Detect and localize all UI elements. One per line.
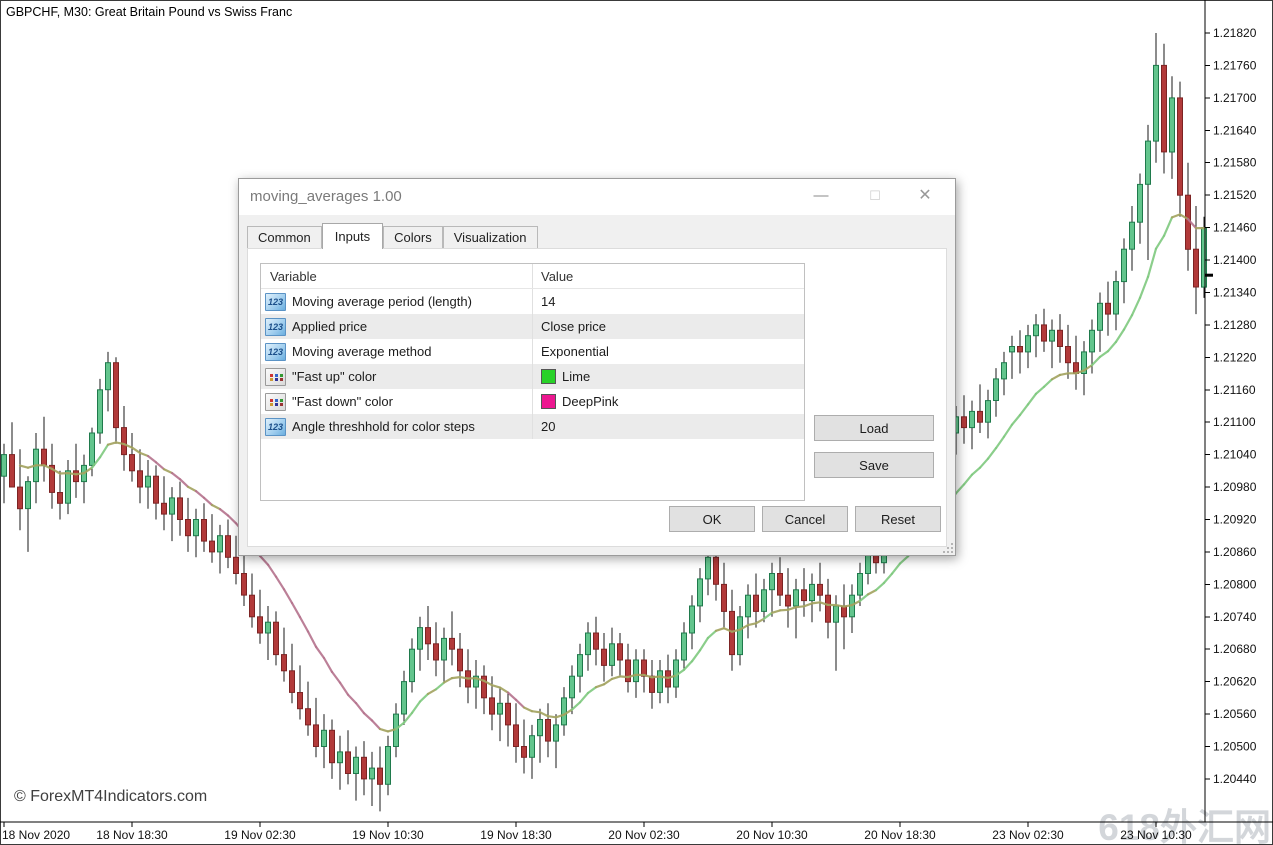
dialog-title-bar[interactable]: moving_averages 1.00 — ☐ ✕ (239, 179, 955, 215)
variable-name: "Fast down" color (292, 394, 393, 409)
value-cell[interactable]: DeepPink (533, 389, 804, 414)
ok-button[interactable]: OK (669, 506, 755, 532)
table-row[interactable]: "Fast down" color DeepPink (261, 389, 804, 414)
svg-text:1.21580: 1.21580 (1213, 156, 1257, 170)
variable-name: Applied price (292, 319, 368, 334)
svg-text:1.21100: 1.21100 (1213, 415, 1256, 429)
column-header-variable[interactable]: Variable (261, 264, 533, 288)
svg-text:18 Nov 18:30: 18 Nov 18:30 (96, 828, 168, 842)
svg-text:1.21400: 1.21400 (1213, 253, 1257, 267)
svg-text:1.21460: 1.21460 (1213, 221, 1257, 235)
variable-value: 20 (541, 419, 556, 434)
parameters-table[interactable]: Variable Value 123 Moving average period (l… (260, 263, 805, 501)
table-row[interactable]: 123 Moving average method Exponential (261, 339, 804, 364)
color-palette-icon (265, 367, 286, 386)
svg-text:1.21820: 1.21820 (1213, 26, 1257, 40)
value-cell[interactable]: Lime (533, 364, 804, 389)
svg-text:1.20740: 1.20740 (1213, 610, 1257, 624)
color-palette-icon (265, 392, 286, 411)
value-cell[interactable]: 14 (533, 289, 804, 314)
table-row[interactable]: 123 Moving average period (length) 14 (261, 289, 804, 314)
variable-cell: 123 Applied price (261, 314, 533, 339)
variable-cell: "Fast up" color (261, 364, 533, 389)
inputs-tab-panel: Variable Value 123 Moving average period (l… (247, 248, 947, 547)
svg-text:1.20440: 1.20440 (1213, 772, 1257, 786)
watermark: 618外汇网 (1098, 807, 1271, 845)
variable-name: Moving average period (length) (292, 294, 472, 309)
svg-text:1.20860: 1.20860 (1213, 545, 1257, 559)
svg-text:1.21280: 1.21280 (1213, 318, 1257, 332)
variable-name: Angle threshhold for color steps (292, 419, 475, 434)
dialog-tabs: Common Inputs Colors Visualization (247, 223, 947, 249)
value-cell[interactable]: Close price (533, 314, 804, 339)
close-icon[interactable]: ✕ (918, 187, 932, 204)
svg-text:1.21760: 1.21760 (1213, 58, 1257, 72)
numeric-input-icon: 123 (265, 292, 286, 311)
svg-text:1.21160: 1.21160 (1213, 383, 1256, 397)
svg-text:1.21040: 1.21040 (1213, 448, 1257, 462)
svg-text:1.20800: 1.20800 (1213, 577, 1257, 591)
table-row[interactable]: 123 Applied price Close price (261, 314, 804, 339)
svg-text:20 Nov 02:30: 20 Nov 02:30 (608, 828, 680, 842)
svg-text:20 Nov 10:30: 20 Nov 10:30 (736, 828, 808, 842)
svg-text:1.21340: 1.21340 (1213, 286, 1257, 300)
svg-text:1.20500: 1.20500 (1213, 740, 1257, 754)
table-header: Variable Value (261, 264, 804, 289)
svg-text:1.21220: 1.21220 (1213, 350, 1257, 364)
variable-value: 14 (541, 294, 556, 309)
numeric-input-icon: 123 (265, 342, 286, 361)
tab-visualization[interactable]: Visualization (442, 226, 538, 249)
numeric-input-icon: 123 (265, 417, 286, 436)
minimize-icon[interactable]: — (813, 187, 829, 204)
svg-text:19 Nov 18:30: 19 Nov 18:30 (480, 828, 552, 842)
variable-value: Lime (562, 369, 591, 384)
indicator-dialog: moving_averages 1.00 — ☐ ✕ Common Inputs C… (238, 178, 956, 556)
svg-text:1.21520: 1.21520 (1213, 188, 1257, 202)
variable-name: "Fast up" color (292, 369, 377, 384)
svg-text:19 Nov 02:30: 19 Nov 02:30 (224, 828, 296, 842)
variable-cell: 123 Angle threshhold for color steps (261, 414, 533, 439)
reset-button[interactable]: Reset (855, 506, 941, 532)
svg-text:1.20620: 1.20620 (1213, 675, 1257, 689)
tab-inputs[interactable]: Inputs (321, 223, 384, 249)
copyright-label: © ForexMT4Indicators.com (14, 788, 208, 805)
svg-text:1.20680: 1.20680 (1213, 642, 1257, 656)
color-swatch (541, 369, 556, 384)
resize-grip[interactable] (943, 543, 953, 553)
load-button[interactable]: Load (814, 415, 934, 441)
svg-text:20 Nov 18:30: 20 Nov 18:30 (864, 828, 936, 842)
color-swatch (541, 394, 556, 409)
maximize-icon[interactable]: ☐ (869, 188, 881, 203)
svg-text:1.20920: 1.20920 (1213, 513, 1257, 527)
value-cell[interactable]: Exponential (533, 339, 804, 364)
variable-value: Close price (541, 319, 607, 334)
table-row[interactable]: 123 Angle threshhold for color steps 20 (261, 414, 804, 439)
variable-cell: 123 Moving average period (length) (261, 289, 533, 314)
svg-text:23 Nov 10:30: 23 Nov 10:30 (1120, 828, 1192, 842)
svg-text:1.20560: 1.20560 (1213, 707, 1257, 721)
svg-text:19 Nov 10:30: 19 Nov 10:30 (352, 828, 424, 842)
svg-text:1.20980: 1.20980 (1213, 480, 1257, 494)
value-cell[interactable]: 20 (533, 414, 804, 439)
numeric-input-icon: 123 (265, 317, 286, 336)
variable-name: Moving average method (292, 344, 432, 359)
cancel-button[interactable]: Cancel (762, 506, 848, 532)
tab-colors[interactable]: Colors (383, 226, 443, 249)
chart-symbol-title: GBPCHF, M30: Great Britain Pound vs Swis… (6, 5, 293, 19)
dialog-title: moving_averages 1.00 (250, 188, 402, 205)
svg-text:23 Nov 02:30: 23 Nov 02:30 (992, 828, 1064, 842)
table-row[interactable]: "Fast up" color Lime (261, 364, 804, 389)
variable-value: Exponential (541, 344, 609, 359)
column-header-value[interactable]: Value (541, 268, 574, 284)
save-button[interactable]: Save (814, 452, 934, 478)
tab-common[interactable]: Common (247, 226, 322, 249)
variable-cell: 123 Moving average method (261, 339, 533, 364)
svg-text:1.21700: 1.21700 (1213, 91, 1257, 105)
svg-text:18 Nov 2020: 18 Nov 2020 (2, 828, 70, 842)
variable-cell: "Fast down" color (261, 389, 533, 414)
variable-value: DeepPink (562, 394, 619, 409)
svg-text:1.21640: 1.21640 (1213, 123, 1257, 137)
